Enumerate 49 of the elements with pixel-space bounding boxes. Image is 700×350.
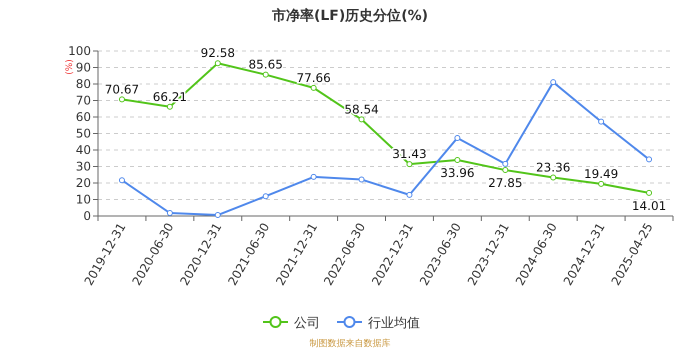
legend-label: 公司 — [294, 316, 320, 331]
data-label: 85.65 — [248, 58, 283, 72]
point — [310, 174, 317, 180]
point — [502, 160, 508, 167]
legend-label: 行业均值 — [368, 316, 420, 331]
point — [598, 118, 604, 125]
point — [214, 60, 221, 66]
point — [454, 134, 460, 141]
y-tick-label: 90 — [76, 60, 91, 74]
point — [118, 96, 125, 102]
y-tick-label: 40 — [76, 143, 91, 157]
point — [118, 177, 125, 184]
point — [262, 72, 269, 78]
y-tick-label: 60 — [76, 110, 91, 124]
y-tick-label: 0 — [83, 209, 91, 223]
point — [502, 167, 508, 174]
point — [454, 156, 460, 163]
point — [358, 176, 365, 183]
y-tick-label: 20 — [76, 176, 91, 190]
point — [550, 174, 556, 180]
data-label: 77.66 — [296, 70, 331, 85]
point — [262, 193, 269, 200]
data-label: 92.58 — [200, 46, 235, 60]
point — [646, 190, 652, 196]
y-tick-label: 30 — [76, 160, 91, 174]
point — [310, 84, 317, 91]
point — [598, 180, 604, 187]
y-tick-label: 80 — [76, 77, 91, 91]
chart-title: 市净率(LF)历史分位(%) — [270, 7, 428, 24]
point — [550, 79, 556, 86]
point — [646, 156, 652, 162]
data-label: 19.49 — [584, 166, 618, 181]
point — [214, 212, 221, 218]
data-label: 33.96 — [440, 166, 475, 180]
y-tick-label: 10 — [76, 192, 91, 206]
data-label: 70.67 — [104, 82, 140, 96]
point — [406, 161, 412, 168]
y-tick-label: 70 — [76, 94, 91, 108]
point — [406, 192, 412, 198]
point — [358, 116, 365, 122]
y-tick-label: 100 — [68, 44, 91, 58]
data-label: 23.36 — [536, 160, 570, 174]
point — [166, 210, 173, 216]
y-tick-label: 50 — [76, 126, 91, 140]
text: 制图数据来自数据库 — [310, 338, 390, 349]
data-label: 27.85 — [488, 176, 522, 190]
y-axis-title: (%) — [65, 59, 75, 75]
data-label: 14.01 — [632, 198, 666, 213]
point — [166, 104, 173, 110]
